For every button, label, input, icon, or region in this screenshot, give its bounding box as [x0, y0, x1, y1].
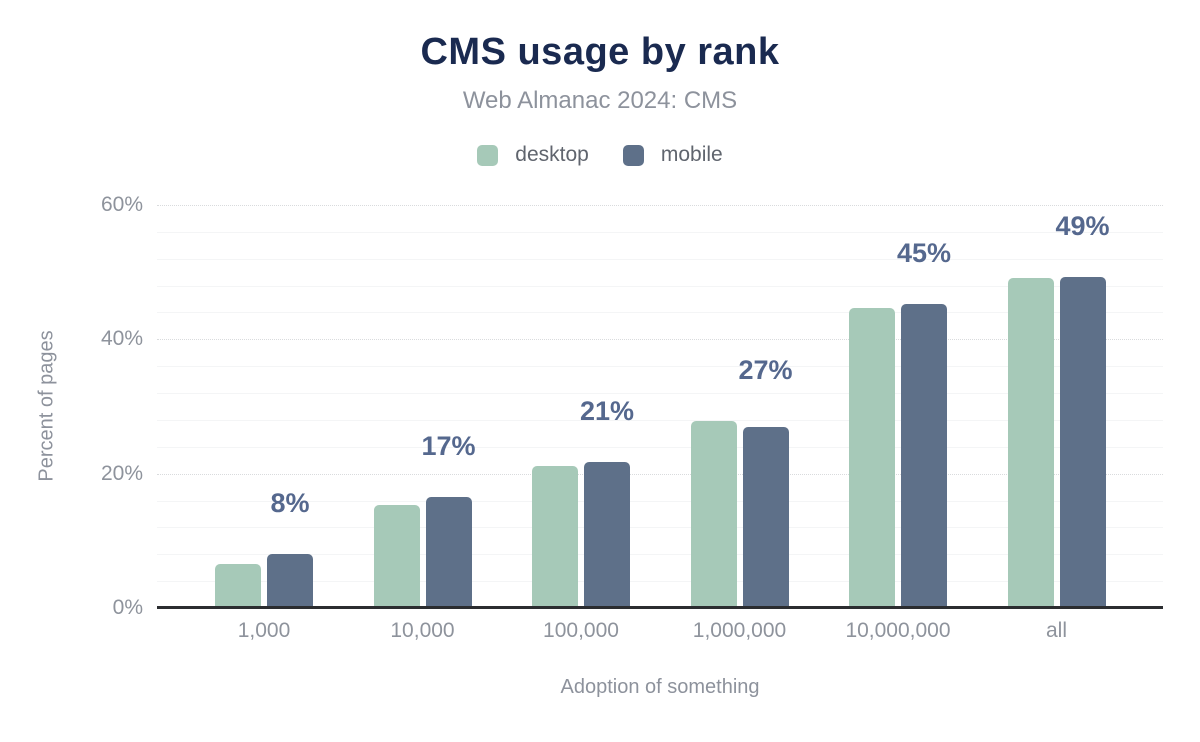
data-label: 21% — [579, 396, 635, 427]
x-tick-label: 10,000 — [390, 619, 455, 642]
bar-mobile[interactable] — [742, 427, 789, 607]
x-tick-label: all — [1045, 619, 1067, 642]
bar-mobile[interactable] — [267, 554, 313, 607]
gridline-minor — [157, 500, 1163, 502]
bar-desktop[interactable] — [1007, 277, 1054, 607]
gridline-minor — [157, 231, 1163, 233]
y-tick-label: 40% — [100, 327, 143, 351]
legend-item-mobile[interactable]: mobile — [622, 143, 723, 167]
bar-mobile[interactable] — [901, 303, 947, 607]
gridline-minor — [157, 554, 1163, 556]
gridline-minor — [157, 366, 1163, 368]
bar-desktop[interactable] — [849, 308, 895, 607]
gridline-minor — [157, 419, 1163, 421]
x-tick-label: 100,000 — [543, 619, 619, 642]
gridline-major — [157, 473, 1163, 475]
gridline-minor — [157, 312, 1163, 314]
bar-mobile[interactable] — [584, 462, 630, 607]
bar-desktop[interactable] — [690, 421, 737, 607]
bar-mobile[interactable] — [425, 496, 472, 607]
gridline-minor — [157, 581, 1163, 583]
legend: desktop mobile — [0, 143, 1200, 167]
bar-desktop[interactable] — [215, 564, 261, 607]
legend-swatch-desktop — [477, 144, 499, 166]
x-tick-label: 1,000,000 — [692, 619, 787, 642]
chart-subtitle: Web Almanac 2024: CMS — [462, 87, 738, 114]
data-label: 45% — [896, 237, 952, 268]
legend-label-desktop: desktop — [515, 143, 589, 166]
y-tick-label: 0% — [112, 596, 143, 619]
gridline-minor — [157, 393, 1163, 395]
x-axis-title: Adoption of something — [560, 676, 760, 698]
bar-mobile[interactable] — [1059, 276, 1106, 607]
legend-swatch-mobile — [622, 144, 644, 166]
x-tick-label: 1,000 — [237, 619, 291, 642]
gridline-major — [157, 339, 1163, 341]
bar-desktop[interactable] — [373, 505, 420, 607]
y-tick-label: 60% — [100, 193, 143, 216]
data-label: 49% — [1055, 210, 1110, 241]
gridline-minor — [157, 527, 1163, 529]
y-tick-label: 20% — [100, 461, 143, 485]
gridline-major — [157, 205, 1163, 206]
chart-title: CMS usage by rank — [420, 31, 780, 73]
x-tick-label: 10,000,000 — [845, 619, 951, 642]
gridline-minor — [157, 446, 1163, 448]
legend-item-desktop[interactable]: desktop — [477, 143, 589, 167]
x-axis-line — [157, 606, 1163, 609]
data-label: 8% — [270, 488, 310, 519]
data-label: 17% — [421, 430, 476, 461]
legend-label-mobile: mobile — [660, 143, 723, 166]
bar-desktop[interactable] — [532, 465, 578, 607]
data-label: 27% — [738, 355, 793, 386]
gridline-minor — [157, 258, 1163, 260]
gridline-minor — [157, 285, 1163, 287]
